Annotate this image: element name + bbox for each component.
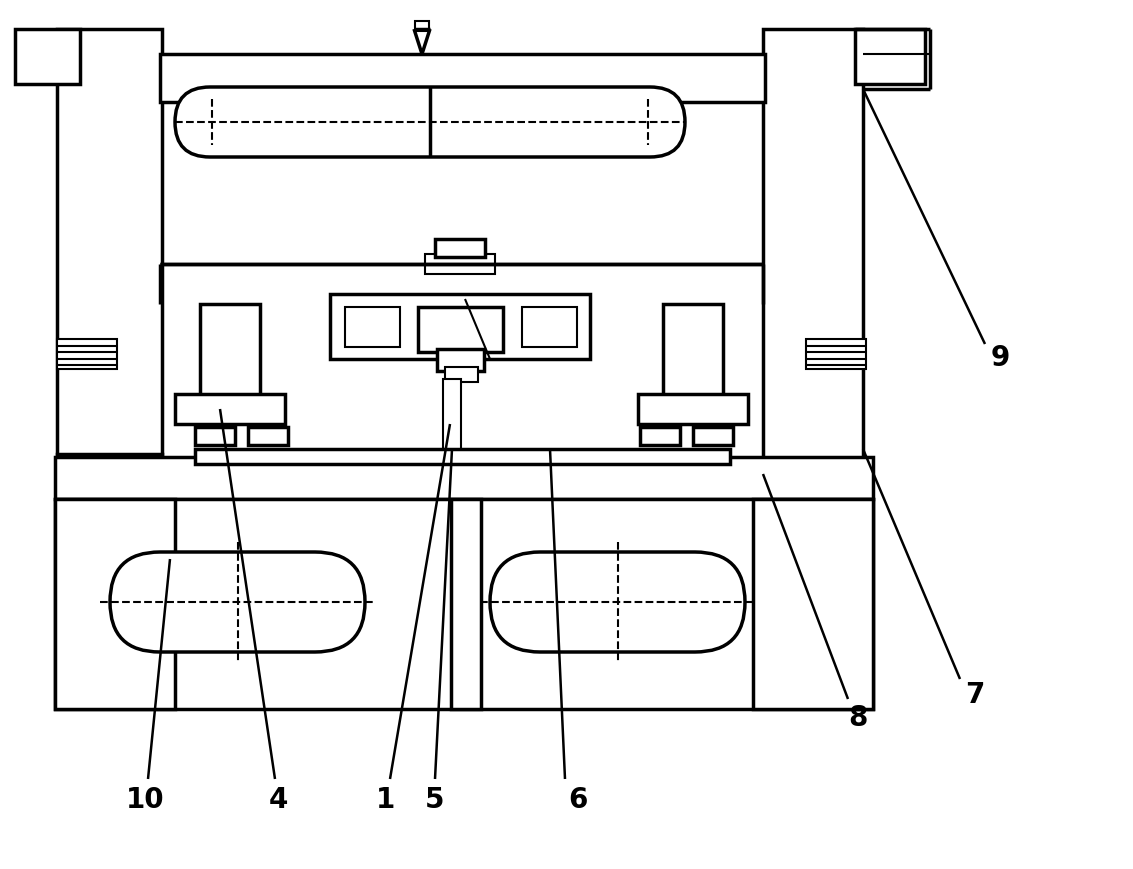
Bar [56, 500, 874, 709]
Bar [415, 22, 429, 32]
Text: 7: 7 [965, 680, 985, 708]
Bar [425, 255, 495, 275]
Bar [195, 449, 730, 464]
Bar [638, 395, 748, 425]
Bar [443, 380, 461, 460]
Text: 9: 9 [990, 343, 1010, 372]
Bar [753, 500, 874, 709]
Text: 5: 5 [425, 785, 445, 813]
Bar [56, 500, 174, 709]
Bar [437, 349, 484, 372]
Bar [56, 457, 874, 500]
FancyBboxPatch shape [174, 88, 685, 158]
Bar [57, 340, 117, 369]
Text: 10: 10 [126, 785, 164, 813]
Bar [174, 395, 286, 425]
Bar [663, 305, 723, 400]
Bar [855, 30, 925, 85]
Bar [201, 305, 259, 400]
Bar [330, 295, 590, 360]
Text: 4: 4 [269, 785, 288, 813]
Bar [522, 308, 577, 348]
Bar [15, 30, 80, 85]
Bar [445, 368, 478, 382]
Text: 8: 8 [849, 703, 868, 731]
FancyBboxPatch shape [110, 553, 365, 653]
Bar [160, 55, 765, 103]
FancyBboxPatch shape [489, 553, 746, 653]
Bar [418, 308, 503, 353]
Text: 6: 6 [569, 785, 588, 813]
Bar [195, 428, 235, 446]
Text: 1: 1 [375, 785, 394, 813]
Bar [806, 340, 866, 369]
Bar [763, 30, 863, 474]
Bar [57, 454, 162, 474]
Bar [248, 428, 288, 446]
Bar [451, 500, 482, 709]
Bar [640, 428, 680, 446]
Bar [693, 428, 733, 446]
Bar [346, 308, 400, 348]
Bar [57, 30, 162, 474]
Bar [435, 240, 485, 258]
